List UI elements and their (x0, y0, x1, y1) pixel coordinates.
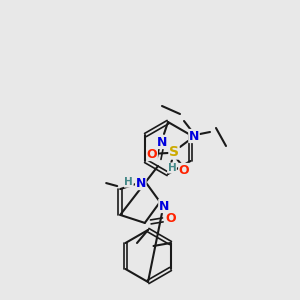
Text: O: O (166, 212, 176, 225)
Text: O: O (179, 164, 189, 176)
Text: N: N (157, 136, 167, 148)
Text: S: S (169, 145, 179, 159)
Text: H: H (124, 177, 133, 187)
Text: O: O (147, 148, 157, 160)
Text: N: N (159, 200, 169, 212)
Text: N: N (189, 130, 199, 142)
Text: N: N (136, 177, 146, 190)
Text: H: H (168, 163, 176, 173)
